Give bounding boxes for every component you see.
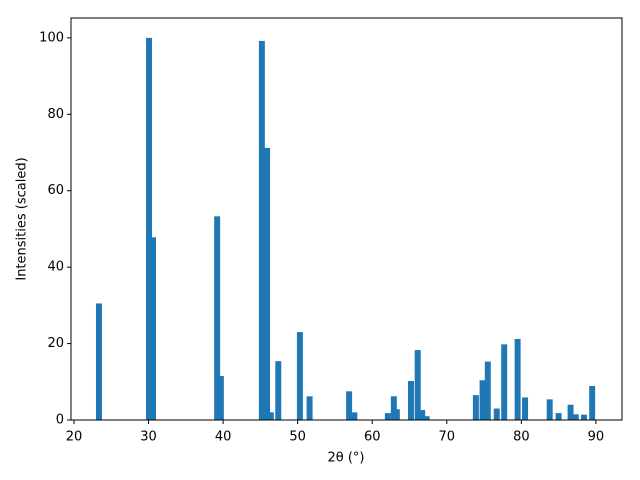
bar: [419, 410, 426, 420]
plot-frame: [70, 17, 623, 421]
bar: [414, 350, 421, 420]
bar: [296, 332, 303, 420]
bar: [567, 404, 574, 420]
x-tick-label: 90: [588, 430, 605, 445]
bar: [589, 385, 596, 420]
bar: [580, 414, 587, 420]
bar: [479, 380, 486, 420]
y-axis-label: Intensities (scaled): [15, 157, 30, 280]
bar: [217, 376, 224, 420]
x-tick-label: 20: [66, 430, 83, 445]
bar: [423, 416, 430, 420]
bar: [275, 361, 282, 420]
bar: [214, 216, 221, 420]
bar: [346, 391, 353, 420]
y-tick-label: 80: [47, 107, 64, 122]
bar: [351, 412, 358, 420]
bar: [384, 413, 391, 420]
bar: [522, 397, 529, 420]
y-tick-label: 20: [47, 336, 64, 351]
y-tick-label: 0: [56, 413, 64, 428]
x-tick-label: 40: [215, 430, 232, 445]
bar: [150, 237, 156, 420]
bar: [146, 37, 152, 420]
bar: [572, 414, 579, 420]
bar: [393, 409, 400, 420]
x-tick-label: 80: [513, 430, 530, 445]
x-axis-label: 2θ (°): [327, 451, 364, 466]
y-tick-label: 40: [47, 260, 64, 275]
bar: [546, 399, 553, 420]
bar: [484, 361, 491, 420]
x-tick-label: 50: [289, 430, 306, 445]
x-tick-label: 70: [439, 430, 456, 445]
bar: [408, 381, 414, 420]
y-tick-label: 60: [47, 183, 64, 198]
bar: [514, 338, 521, 420]
x-tick-label: 60: [364, 430, 381, 445]
bar: [501, 344, 508, 420]
bar: [258, 40, 265, 420]
bar: [264, 147, 271, 420]
bar: [267, 412, 274, 420]
bar: [493, 408, 500, 420]
bar: [306, 396, 313, 420]
bar: [555, 413, 562, 420]
bar: [390, 396, 397, 420]
bar: [472, 395, 479, 420]
x-tick-label: 30: [140, 430, 157, 445]
bar: [95, 303, 102, 420]
y-tick-label: 100: [39, 30, 64, 45]
